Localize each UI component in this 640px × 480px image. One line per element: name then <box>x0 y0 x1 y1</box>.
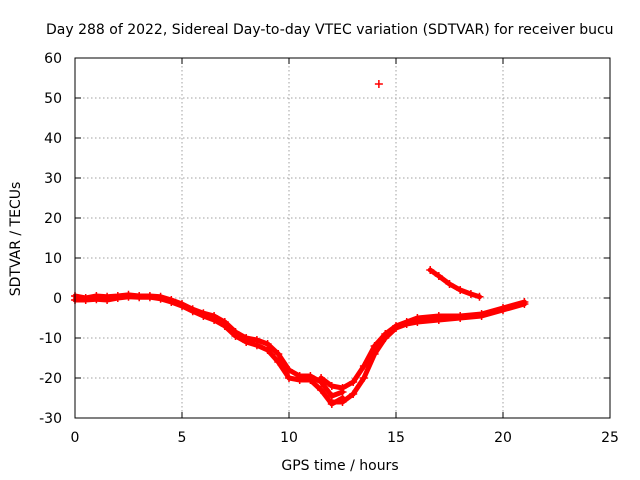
data-point <box>381 334 390 342</box>
data-point <box>338 398 347 406</box>
data-point <box>263 346 272 354</box>
x-tick-label: 10 <box>280 430 298 446</box>
data-point <box>370 350 379 358</box>
series-trace <box>427 267 482 300</box>
data-point <box>466 290 475 298</box>
y-tick-label: -30 <box>39 411 62 427</box>
data-point <box>285 374 293 382</box>
x-tick-label: 0 <box>71 430 80 446</box>
chart-title: Day 288 of 2022, Sidereal Day-to-day VTE… <box>46 22 614 38</box>
data-point <box>188 307 197 316</box>
plot-frame <box>74 57 611 419</box>
data-point <box>499 306 507 314</box>
y-tick-label: -20 <box>39 371 62 387</box>
data-point <box>520 300 529 308</box>
series-arc-5 <box>426 266 484 301</box>
data-point <box>392 324 400 332</box>
axis-ticks <box>74 57 611 419</box>
y-tick-label: 40 <box>44 131 62 147</box>
series-outlier <box>374 80 383 88</box>
data-point <box>327 382 336 390</box>
x-axis-label: GPS time / hours <box>281 458 398 474</box>
data-point <box>92 295 101 304</box>
series-trace <box>329 301 527 405</box>
data-point <box>295 376 304 384</box>
x-tick-label: 5 <box>178 430 187 446</box>
x-tick-label: 20 <box>494 430 512 446</box>
data-point <box>81 296 90 304</box>
data-point <box>231 332 240 340</box>
series-arc-1 <box>71 290 347 400</box>
data-point <box>456 314 465 322</box>
grid-lines <box>75 58 610 418</box>
data-point <box>317 386 326 394</box>
data-point <box>359 374 368 382</box>
x-tick-label: 25 <box>601 430 619 446</box>
data-point <box>242 338 251 346</box>
data-point <box>477 312 486 320</box>
data-point <box>413 318 422 326</box>
y-tick-label: 50 <box>44 91 62 107</box>
data-point <box>445 280 454 288</box>
data-point <box>434 272 443 280</box>
data-point <box>220 322 229 330</box>
data-point <box>274 358 283 366</box>
data-point <box>167 298 176 306</box>
data-point <box>475 292 484 301</box>
data-point <box>426 266 435 274</box>
y-tick-labels: -30 -20 -10 0 10 20 30 40 50 60 <box>39 51 62 427</box>
data-point <box>252 341 261 350</box>
data-point <box>317 374 326 382</box>
y-tick-label: 60 <box>44 51 62 67</box>
y-tick-label: 30 <box>44 171 62 187</box>
data-point <box>327 398 336 406</box>
data-point <box>338 384 347 392</box>
data-point <box>178 302 186 310</box>
data-point <box>145 293 154 302</box>
data-point <box>434 316 443 324</box>
data-point <box>156 294 165 303</box>
data-series <box>71 80 529 408</box>
y-tick-label: -10 <box>39 331 62 347</box>
y-tick-label: 20 <box>44 211 62 227</box>
data-point <box>349 378 358 386</box>
data-point <box>306 376 315 384</box>
data-point <box>135 293 144 302</box>
y-tick-label: 0 <box>53 291 62 307</box>
series-arc-4 <box>327 300 529 406</box>
data-point <box>349 390 358 398</box>
data-point <box>374 80 383 88</box>
x-tick-labels: 0 5 10 15 20 25 <box>71 430 619 446</box>
x-tick-label: 15 <box>387 430 405 446</box>
y-tick-label: 10 <box>44 251 62 267</box>
data-point <box>210 316 219 324</box>
data-point <box>402 320 411 328</box>
series-arc-2 <box>71 292 347 408</box>
data-point <box>456 286 465 294</box>
data-point <box>113 294 122 302</box>
data-point <box>124 292 133 301</box>
y-axis-label: SDTVAR / TECUs <box>8 182 24 297</box>
data-point <box>274 350 283 358</box>
data-point <box>103 296 112 304</box>
data-point <box>199 312 208 320</box>
